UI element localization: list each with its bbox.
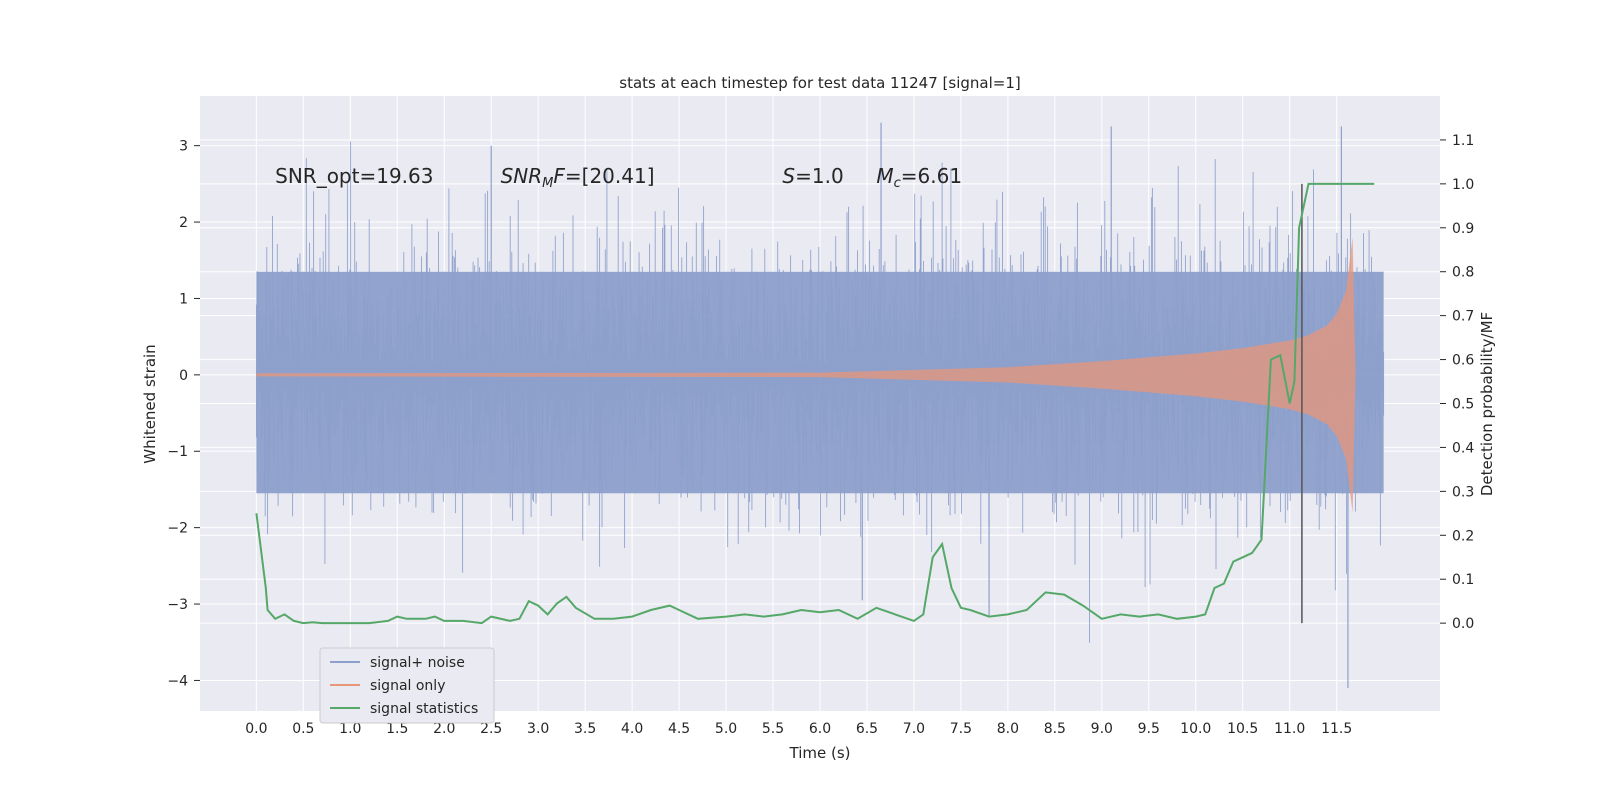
x-tick-label: 7.5 [950, 721, 972, 737]
x-tick-label: 1.5 [386, 721, 408, 737]
annotations: SNR_opt=19.63 SNRMF=[20.41] S=1.0 Mc=6.61 [275, 164, 962, 191]
y-right-tick-label: 1.0 [1452, 177, 1474, 193]
y-right-tick-label: 0.5 [1452, 397, 1474, 413]
x-tick-label: 8.5 [1044, 721, 1066, 737]
y-right-tick-label: 0.4 [1452, 440, 1474, 456]
y-tick-label: 0 [179, 368, 188, 384]
y-right-tick-label: 0.7 [1452, 309, 1474, 325]
annotation-3: Mc=6.61 [876, 164, 962, 191]
x-tick-label: 10.5 [1227, 721, 1258, 737]
y-tick-label: 3 [179, 139, 188, 155]
x-tick-label: 11.0 [1274, 721, 1305, 737]
y-tick-label: −3 [167, 597, 188, 613]
y-right-tick-label: 0.6 [1452, 353, 1474, 369]
x-tick-label: 3.5 [574, 721, 596, 737]
x-tick-label: 6.0 [809, 721, 831, 737]
y-right-tick-label: 0.2 [1452, 528, 1474, 544]
y-axis-ticks: −4 −3 −2 −1 0 1 2 3 [167, 139, 200, 689]
annotation-0: SNR_opt=19.63 [275, 164, 433, 188]
x-tick-label: 2.5 [480, 721, 502, 737]
series-layer [255, 122, 1385, 689]
legend: signal+ noise signal only signal statist… [319, 647, 495, 724]
x-tick-label: 1.0 [339, 721, 361, 737]
y-axis-label: Whitened strain [141, 344, 159, 463]
y-tick-label: −4 [167, 673, 188, 689]
y-right-tick-label: 0.1 [1452, 572, 1474, 588]
y-tick-label: 1 [179, 291, 188, 307]
x-tick-label: 0.5 [292, 721, 314, 737]
annotation-2: S=1.0 [782, 164, 843, 188]
y-axis-right-label: Detection probability/MF [1478, 312, 1496, 496]
x-tick-label: 2.0 [433, 721, 455, 737]
x-tick-label: 9.5 [1138, 721, 1160, 737]
x-tick-label: 5.0 [715, 721, 737, 737]
legend-box [319, 647, 495, 724]
y-right-tick-label: 0.3 [1452, 484, 1474, 500]
x-tick-label: 4.5 [668, 721, 690, 737]
y-right-tick-label: 0.0 [1452, 616, 1474, 632]
x-axis-ticks: 0.0 0.5 1.0 1.5 2.0 2.5 3.0 3.5 4.0 4.5 5.0 5.5 6.0 6… [245, 721, 1352, 737]
x-tick-label: 6.5 [856, 721, 878, 737]
legend-label-signal-noise: signal+ noise [370, 655, 465, 671]
chart-title: stats at each timestep for test data 112… [619, 74, 1020, 92]
y-tick-label: −2 [167, 521, 188, 537]
series-signal-statistics [255, 182, 1375, 625]
legend-label-signal-only: signal only [370, 678, 445, 694]
x-tick-label: 3.0 [527, 721, 549, 737]
series-signal-only [256, 237, 1384, 513]
x-tick-label: 11.5 [1321, 721, 1352, 737]
x-tick-label: 7.0 [903, 721, 925, 737]
y-right-tick-label: 1.1 [1452, 133, 1474, 149]
x-axis-label: Time (s) [789, 744, 851, 762]
x-tick-label: 8.0 [997, 721, 1019, 737]
x-tick-label: 10.0 [1180, 721, 1211, 737]
x-tick-label: 5.5 [762, 721, 784, 737]
y-right-tick-label: 0.8 [1452, 265, 1474, 281]
annotation-1: SNRMF=[20.41] [501, 164, 655, 191]
x-tick-label: 9.0 [1091, 721, 1113, 737]
y-axis-right-ticks: 0.0 0.1 0.2 0.3 0.4 0.5 0.6 0.7 0.8 0.9 1.0 1.1 [1440, 133, 1474, 632]
x-tick-label: 0.0 [245, 721, 267, 737]
y-right-tick-label: 0.9 [1452, 221, 1474, 237]
y-tick-label: −1 [167, 444, 188, 460]
x-tick-label: 4.0 [621, 721, 643, 737]
legend-label-signal-statistics: signal statistics [370, 701, 478, 717]
y-tick-label: 2 [179, 215, 188, 231]
